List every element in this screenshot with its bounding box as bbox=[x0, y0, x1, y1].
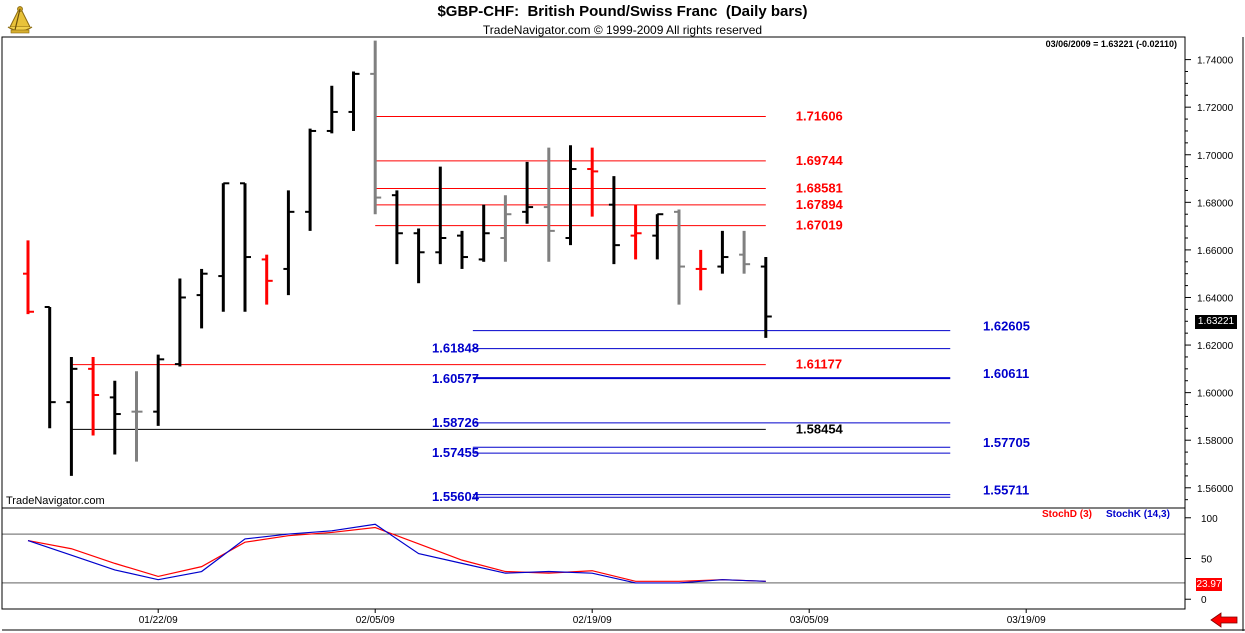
level-label: 1.69744 bbox=[796, 153, 844, 168]
scroll-left-arrow-icon[interactable] bbox=[1209, 612, 1239, 628]
level-label: 1.57705 bbox=[983, 435, 1030, 450]
quote-readout: 03/06/2009 = 1.63221 (-0.02110) bbox=[1045, 39, 1177, 49]
stoch-panel-frame bbox=[1, 507, 1186, 610]
x-tick-label: 02/19/09 bbox=[573, 615, 612, 626]
y-tick-label: 1.62000 bbox=[1197, 341, 1234, 352]
copyright-text: TradeNavigator.com © 1999-2009 All right… bbox=[482, 23, 763, 37]
y-tick-label: 1.58000 bbox=[1197, 436, 1234, 447]
x-tick-label: 01/22/09 bbox=[139, 615, 178, 626]
y-tick-label: 1.72000 bbox=[1197, 103, 1234, 114]
level-label: 1.61177 bbox=[796, 357, 842, 372]
stoch-k-legend: StochK (14,3) bbox=[1106, 509, 1170, 520]
stoch-k-line bbox=[27, 523, 766, 584]
y-tick-label: 1.60000 bbox=[1197, 389, 1234, 400]
y-tick-label: 1.68000 bbox=[1197, 198, 1234, 209]
level-label: 1.67894 bbox=[796, 197, 844, 212]
level-label: 1.58726 bbox=[432, 415, 479, 430]
level-label: 1.58454 bbox=[796, 421, 844, 436]
level-label: 1.68581 bbox=[796, 181, 843, 196]
stoch-y-tick-label: 100 bbox=[1201, 514, 1218, 525]
x-tick-label: 03/19/09 bbox=[1007, 615, 1046, 626]
level-label: 1.55711 bbox=[983, 483, 1029, 498]
y-tick-label: 1.74000 bbox=[1197, 56, 1234, 67]
watermark: TradeNavigator.com bbox=[6, 495, 105, 507]
x-tick-label: 03/05/09 bbox=[790, 615, 829, 626]
stoch-value-label: 23.97 bbox=[1196, 578, 1222, 591]
y-tick-label: 1.56000 bbox=[1197, 484, 1234, 495]
level-label: 1.55604 bbox=[432, 489, 480, 504]
y-tick-label: 1.70000 bbox=[1197, 151, 1234, 162]
level-label: 1.60611 bbox=[983, 366, 1029, 381]
x-tick-label: 02/05/09 bbox=[356, 615, 395, 626]
stoch-y-tick-label: 0 bbox=[1201, 595, 1207, 606]
level-label: 1.60577 bbox=[432, 371, 479, 386]
level-label: 1.62605 bbox=[983, 319, 1030, 334]
level-label: 1.71606 bbox=[796, 109, 843, 124]
chart-title: $GBP-CHF: British Pound/Swiss Franc (Dai… bbox=[437, 3, 808, 20]
stoch-d-legend: StochD (3) bbox=[1042, 509, 1092, 520]
sextant-icon bbox=[3, 4, 37, 36]
last-price-label: 1.63221 bbox=[1195, 315, 1237, 329]
y-tick-label: 1.66000 bbox=[1197, 246, 1234, 257]
level-label: 1.67019 bbox=[796, 218, 843, 233]
y-tick-label: 1.64000 bbox=[1197, 293, 1234, 304]
stoch-y-tick-label: 50 bbox=[1201, 555, 1213, 566]
level-label: 1.61848 bbox=[432, 341, 479, 356]
stoch-d-line bbox=[27, 526, 766, 582]
level-label: 1.57455 bbox=[432, 445, 479, 460]
